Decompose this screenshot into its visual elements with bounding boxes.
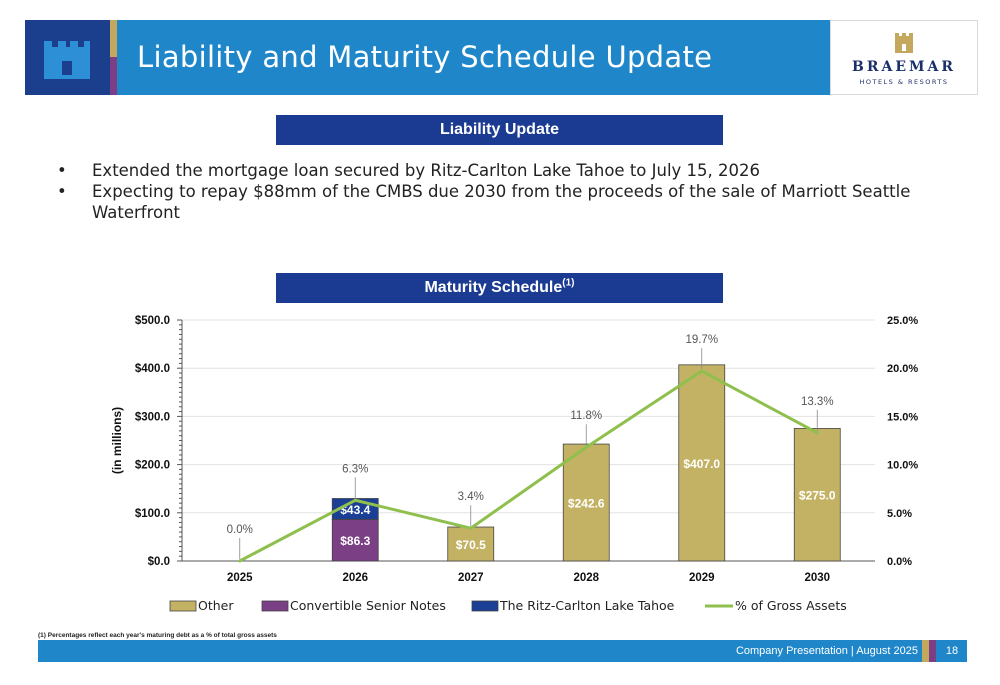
y-tick-label: $200.0 — [135, 460, 170, 472]
x-tick-label: 2025 — [227, 572, 253, 584]
line-gross-assets — [239, 369, 818, 563]
header-purple-stripe — [110, 57, 117, 95]
line-data-label: 13.3% — [801, 396, 834, 408]
line-point — [469, 526, 473, 530]
line-point — [815, 431, 819, 435]
bar-data-label: $275.0 — [799, 489, 836, 503]
y-tick-label: $0.0 — [148, 556, 170, 568]
braemar-logo: BRAEMAR HOTELS & RESORTS — [830, 20, 978, 95]
line-data-label: 19.7% — [685, 334, 718, 346]
line-data-label: 11.8% — [570, 410, 602, 422]
footer-purple-stripe — [929, 640, 936, 662]
bar-data-label: $407.0 — [683, 457, 720, 471]
line-data-label: 3.4% — [458, 491, 484, 503]
x-tick-label: 2029 — [689, 572, 715, 584]
legend-label: Other — [198, 598, 234, 613]
maturity-schedule-heading: Maturity Schedule(1) — [276, 273, 723, 303]
line-data-label: 6.3% — [342, 463, 368, 475]
tower-icon — [895, 33, 913, 53]
y-tick-label: $400.0 — [135, 363, 170, 375]
legend-label: The Ritz-Carlton Lake Tahoe — [499, 598, 675, 613]
legend-swatch — [261, 600, 289, 612]
y2-tick-label: 10.0% — [887, 460, 918, 472]
line-data-label: 0.0% — [227, 524, 253, 536]
bar-data-label: $70.5 — [456, 538, 486, 552]
line-point — [584, 445, 588, 449]
bar-other — [447, 526, 495, 562]
header-bar: Liability and Maturity Schedule Update — [25, 20, 830, 95]
x-tick-label: 2030 — [804, 572, 830, 584]
y2-tick-label: 25.0% — [887, 315, 918, 327]
y2-tick-label: 0.0% — [887, 556, 912, 568]
logo-brand: BRAEMAR — [852, 59, 956, 75]
bullet-text: Expecting to repay $88mm of the CMBS due… — [92, 182, 911, 222]
bar-data-label: $242.6 — [568, 497, 605, 511]
castle-icon — [44, 41, 90, 79]
line-point — [700, 369, 704, 373]
y2-tick-label: 15.0% — [887, 411, 918, 423]
page-title: Liability and Maturity Schedule Update — [137, 40, 713, 74]
footer-bar: Company Presentation | August 2025 — [38, 640, 938, 662]
bar-convertible-senior-notes — [331, 519, 379, 562]
header-gold-stripe — [110, 20, 117, 57]
legend-label: % of Gross Assets — [735, 598, 847, 613]
bullet-text: Extended the mortgage loan secured by Ri… — [92, 161, 761, 180]
bar-other — [678, 364, 726, 562]
bar-other — [793, 428, 841, 562]
x-tick-label: 2028 — [573, 572, 599, 584]
footer-gold-stripe — [922, 640, 929, 662]
y2-tick-label: 20.0% — [887, 363, 918, 375]
legend-swatch — [169, 600, 197, 612]
legend-label: Convertible Senior Notes — [290, 598, 446, 613]
line-point — [353, 498, 357, 502]
bullet-glyph: • — [57, 182, 67, 201]
line-point — [238, 559, 242, 563]
x-tick-label: 2026 — [342, 572, 368, 584]
bar-data-label: $86.3 — [340, 534, 370, 548]
maturity-chart: $0.0 $100.0 $200.0 $300.0 $400.0 $500.0 0.0% 5.… — [110, 315, 918, 613]
liability-update-heading: Liability Update — [276, 115, 723, 145]
bullet-glyph: • — [57, 161, 67, 180]
maturity-schedule-footnote-ref: (1) — [562, 277, 575, 289]
header-logo-block — [25, 20, 110, 95]
y-tick-label: $100.0 — [135, 508, 170, 520]
bar-data-label: $43.4 — [340, 503, 370, 517]
logo-subtitle: HOTELS & RESORTS — [859, 78, 949, 86]
y-axis-label: (in millions) — [110, 407, 124, 474]
y-tick-label: $500.0 — [135, 315, 170, 327]
page-number: 18 — [937, 640, 967, 662]
footer-text: Company Presentation | August 2025 — [735, 645, 918, 657]
liability-update-label: Liability Update — [439, 121, 560, 138]
x-tick-label: 2027 — [458, 572, 484, 584]
bullet-item: • Expecting to repay $88mm of the CMBS d… — [57, 181, 957, 223]
legend-swatch — [471, 600, 499, 612]
bullet-item: • Extended the mortgage loan secured by … — [57, 160, 957, 181]
maturity-schedule-label: Maturity Schedule — [424, 279, 563, 296]
y-tick-label: $300.0 — [135, 411, 170, 423]
footnote: (1) Percentages reflect each year's matu… — [38, 632, 277, 639]
y2-tick-label: 5.0% — [887, 508, 912, 520]
bar-other — [562, 443, 610, 562]
liability-bullets: • Extended the mortgage loan secured by … — [57, 160, 957, 223]
